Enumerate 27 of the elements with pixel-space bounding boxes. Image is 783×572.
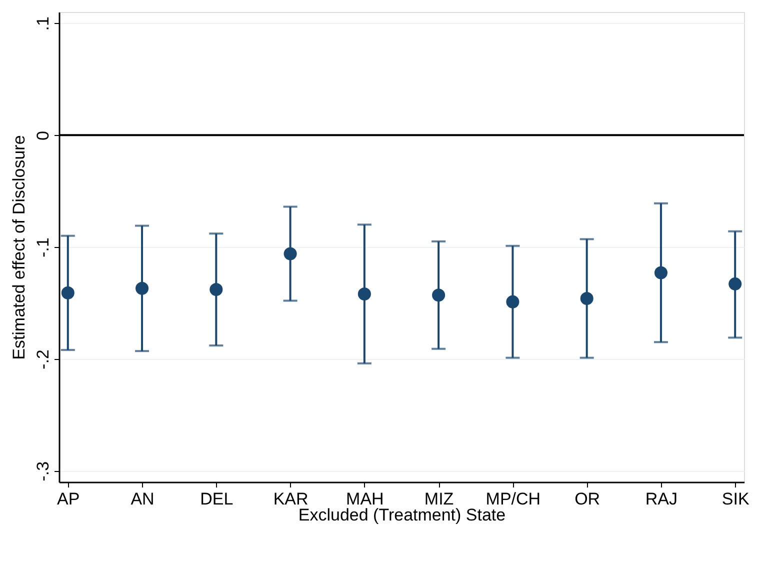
y-tick-label: 0	[34, 130, 52, 140]
point	[284, 247, 297, 260]
point	[136, 282, 149, 295]
y-tick-label: -.2	[34, 349, 52, 370]
y-tick-label: -.1	[34, 238, 52, 258]
x-tick-label: AN	[130, 490, 154, 508]
x-axis-title: Excluded (Treatment) State	[298, 506, 506, 524]
x-tick-label: RAJ	[645, 490, 678, 508]
point	[358, 287, 371, 301]
y-tick-label: .1	[34, 16, 52, 31]
point	[728, 277, 742, 290]
point	[654, 266, 668, 280]
point	[61, 286, 74, 300]
point	[580, 292, 594, 305]
y-axis-title: Estimated effect of Disclosure	[10, 135, 28, 360]
x-tick-label: MIZ	[424, 490, 454, 508]
x-tick-label: AP	[57, 490, 80, 508]
x-tick-label: KAR	[273, 490, 308, 508]
x-tick-label: OR	[574, 490, 600, 508]
x-tick-label: DEL	[200, 490, 234, 508]
point	[506, 295, 520, 308]
x-tick-label: MP/CH	[486, 490, 541, 508]
y-tick-label: -.3	[34, 461, 52, 482]
x-tick-label: MAH	[346, 490, 384, 508]
point	[432, 288, 446, 302]
x-tick-label: SIK	[722, 490, 750, 508]
point	[210, 283, 223, 296]
